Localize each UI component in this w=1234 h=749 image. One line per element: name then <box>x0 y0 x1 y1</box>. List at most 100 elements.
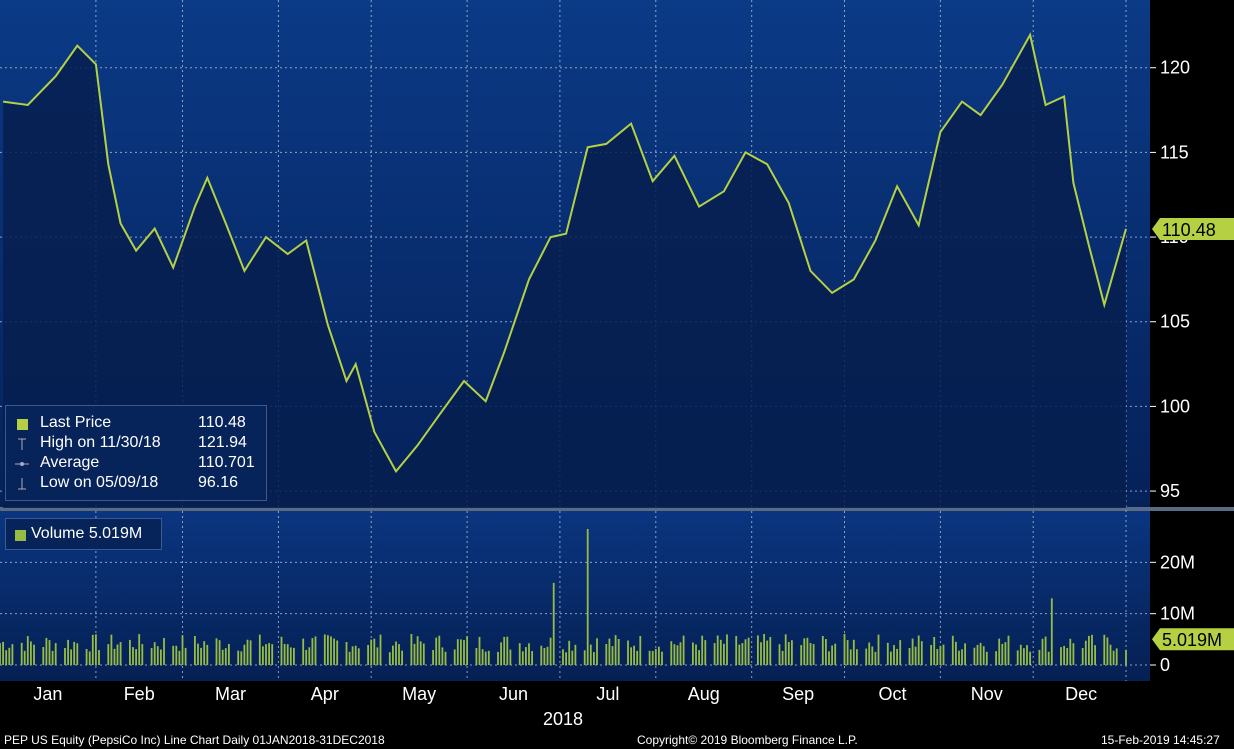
volume-bar <box>723 643 725 665</box>
volume-bar <box>5 650 8 665</box>
volume-bar <box>540 645 543 665</box>
x-tick-label: Jul <box>596 684 619 704</box>
volume-bar <box>930 645 932 665</box>
volume-bar <box>825 639 827 665</box>
volume-bar <box>525 647 527 665</box>
volume-bar <box>305 649 308 665</box>
volume-bar <box>1125 649 1127 665</box>
volume-bar <box>8 647 11 665</box>
volume-bar <box>865 648 868 665</box>
volume-bar <box>197 643 199 665</box>
volume-bar <box>30 641 32 665</box>
volume-bar <box>933 637 936 665</box>
last-value-tag-label: 110.48 <box>1162 220 1216 240</box>
panel-separator[interactable] <box>0 507 1234 511</box>
volume-bar <box>178 650 181 665</box>
volume-bar <box>422 643 425 665</box>
volume-bar <box>846 640 849 665</box>
volume-bar <box>70 649 72 665</box>
volume-bar <box>401 650 403 665</box>
volume-bar <box>11 644 14 665</box>
volume-bar <box>268 643 270 665</box>
y-tick-label: 20M <box>1160 552 1195 572</box>
volume-bar <box>110 634 113 665</box>
volume-bar <box>821 636 824 665</box>
volume-bar <box>20 642 23 665</box>
volume-bar <box>432 650 434 665</box>
volume-bar <box>132 647 134 665</box>
volume-bar <box>246 639 249 665</box>
volume-bar <box>478 636 481 665</box>
volume-bar <box>345 642 348 665</box>
volume-bar <box>976 644 979 665</box>
legend-label: Average <box>40 454 100 471</box>
volume-bar <box>160 649 162 665</box>
volume-bar <box>871 646 874 665</box>
volume-bar <box>531 651 533 665</box>
volume-bar <box>506 636 509 665</box>
volume-bar <box>184 647 187 665</box>
footer-copyright: Copyright© 2019 Bloomberg Finance L.P. <box>637 733 858 747</box>
volume-bar <box>487 650 490 665</box>
volume-bar <box>367 645 369 665</box>
volume-bar <box>466 636 468 665</box>
x-tick-label: Nov <box>971 684 1003 704</box>
volume-bar <box>1026 645 1028 665</box>
volume-bar <box>868 642 871 665</box>
volume-bar <box>370 639 373 665</box>
volume-bar <box>701 635 704 665</box>
volume-bar <box>896 648 898 665</box>
volume-bar <box>565 652 567 665</box>
x-tick-label: Feb <box>124 684 155 704</box>
volume-bar <box>48 640 51 665</box>
volume-bar <box>630 647 632 665</box>
volume-bar <box>286 644 289 665</box>
footer-ticker: PEP US Equity (PepsiCo Inc) Line Chart D… <box>4 733 385 747</box>
volume-bar <box>410 634 413 665</box>
volume-bar <box>289 647 292 665</box>
volume-bar <box>1060 647 1062 665</box>
volume-bar <box>679 642 682 665</box>
volume-bar <box>456 639 459 665</box>
volume-bar <box>333 638 335 665</box>
volume-bar <box>1007 635 1010 665</box>
volume-bar <box>849 649 852 665</box>
volume-bar <box>828 651 830 665</box>
volume-bar <box>1066 648 1069 665</box>
volume-bar <box>249 640 252 665</box>
volume-bar <box>1084 640 1087 665</box>
volume-bar <box>744 639 747 665</box>
volume-bar <box>648 650 651 665</box>
volume-bar <box>283 644 286 665</box>
volume-bar <box>509 649 512 665</box>
volume-bar <box>138 634 141 665</box>
volume-bar <box>135 649 137 665</box>
volume-bar <box>961 649 963 665</box>
volume-bar <box>639 636 642 665</box>
volume-bar <box>803 638 806 665</box>
volume-bar <box>951 635 954 665</box>
volume-bar <box>747 637 750 665</box>
volume-bar <box>543 648 546 665</box>
volume-bar <box>596 638 598 665</box>
x-tick-label: May <box>402 684 436 704</box>
y-tick-label: 105 <box>1160 312 1190 332</box>
volume-bar <box>769 637 772 665</box>
volume-bar <box>784 634 787 665</box>
volume-bar <box>107 644 110 665</box>
volume-bar <box>611 646 614 665</box>
volume-bar <box>1041 638 1044 665</box>
volume-bar <box>64 648 66 665</box>
volume-bar <box>460 639 462 665</box>
volume-bar <box>521 651 524 665</box>
volume-bar <box>936 649 939 665</box>
volume-bar <box>1091 634 1093 665</box>
volume-bar <box>484 651 487 665</box>
volume-bar <box>1094 645 1096 665</box>
volume-bar <box>336 640 339 665</box>
volume-bar <box>73 641 76 665</box>
volume-bar <box>617 639 620 665</box>
volume-bar <box>0 643 1 665</box>
volume-bar <box>877 634 880 665</box>
low-marker-icon <box>18 478 26 490</box>
